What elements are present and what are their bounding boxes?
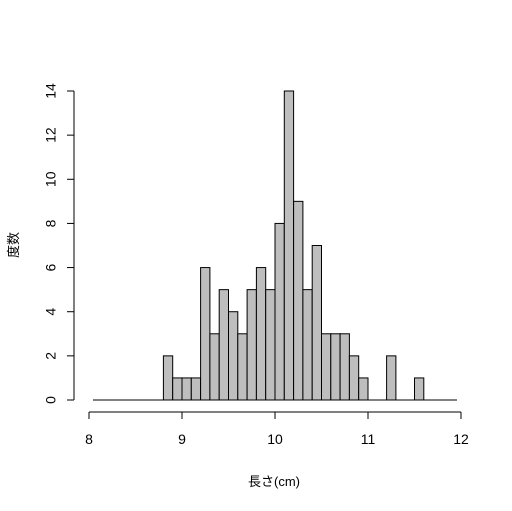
histogram-bar xyxy=(283,90,295,401)
histogram-bar xyxy=(162,355,174,401)
x-tick-label: 9 xyxy=(178,431,186,447)
histogram-bar xyxy=(190,377,202,401)
y-tick-label: 8 xyxy=(43,219,59,227)
histogram-bar xyxy=(228,311,239,401)
histogram-bar xyxy=(302,289,313,401)
y-tick-label: 12 xyxy=(43,127,59,143)
x-axis: 8 9 10 11 12 xyxy=(85,411,469,447)
histogram-bar xyxy=(209,333,220,401)
histogram-bar xyxy=(321,333,332,401)
histogram-bar xyxy=(246,289,257,401)
histogram-bar xyxy=(386,355,397,401)
histogram-bar xyxy=(339,333,350,401)
histogram-bar xyxy=(293,200,304,401)
histogram-bar xyxy=(348,355,360,401)
y-tick-label: 2 xyxy=(43,352,59,360)
y-tick-label: 0 xyxy=(43,396,59,404)
x-axis-label: 長さ(cm) xyxy=(248,474,300,489)
histogram-bar xyxy=(255,267,267,401)
histogram-bar xyxy=(181,377,192,401)
histogram-bar xyxy=(274,222,285,401)
y-tick-label: 14 xyxy=(43,83,59,99)
x-tick-label: 8 xyxy=(85,431,93,447)
histogram-bar xyxy=(414,377,425,401)
histogram-bar xyxy=(330,333,341,401)
x-tick-label: 12 xyxy=(453,431,469,447)
bars-layer xyxy=(162,90,425,401)
histogram-bar xyxy=(311,245,323,401)
y-tick-label: 6 xyxy=(43,263,59,271)
y-axis-label: 度数 xyxy=(6,232,21,258)
histogram-bar xyxy=(200,267,211,401)
histogram-bar xyxy=(237,333,248,401)
x-tick-label: 11 xyxy=(361,431,376,447)
y-axis: 0 2 4 6 8 10 12 14 xyxy=(43,83,75,404)
histogram-bar xyxy=(358,377,369,401)
x-tick-label: 10 xyxy=(267,431,283,447)
histogram-bar xyxy=(265,289,276,401)
y-tick-label: 10 xyxy=(43,171,59,187)
histogram-bar xyxy=(172,377,183,401)
histogram-bar xyxy=(218,289,229,401)
y-tick-label: 4 xyxy=(43,308,59,316)
